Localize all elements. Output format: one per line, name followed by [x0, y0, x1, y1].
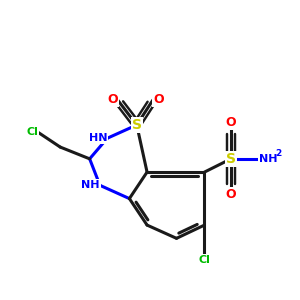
Text: NH: NH [81, 180, 100, 190]
Text: 2: 2 [275, 149, 281, 158]
Text: S: S [132, 118, 142, 132]
Text: Cl: Cl [199, 254, 210, 265]
Text: O: O [107, 93, 118, 106]
Text: HN: HN [89, 133, 107, 143]
Text: O: O [226, 188, 236, 201]
Text: Cl: Cl [26, 127, 38, 137]
Text: O: O [226, 116, 236, 129]
Text: O: O [153, 93, 164, 106]
Text: NH: NH [259, 154, 278, 164]
Text: S: S [226, 152, 236, 166]
